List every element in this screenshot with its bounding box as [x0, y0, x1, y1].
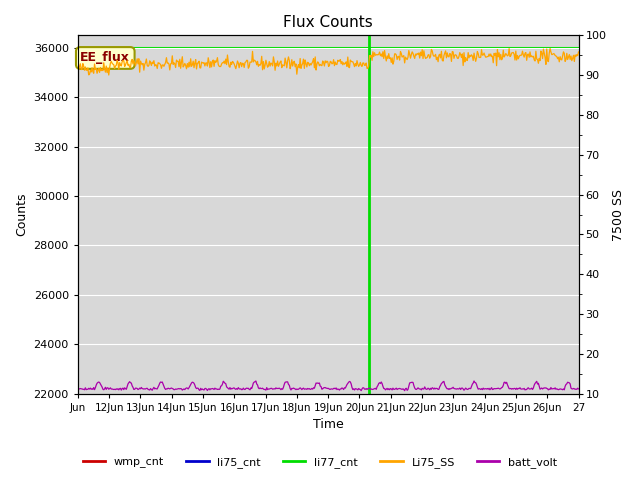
Y-axis label: Counts: Counts: [15, 193, 28, 236]
Title: Flux Counts: Flux Counts: [284, 15, 373, 30]
Y-axis label: 7500 SS: 7500 SS: [612, 189, 625, 240]
X-axis label: Time: Time: [313, 419, 344, 432]
Text: EE_flux: EE_flux: [81, 51, 130, 64]
Legend: wmp_cnt, li75_cnt, li77_cnt, Li75_SS, batt_volt: wmp_cnt, li75_cnt, li77_cnt, Li75_SS, ba…: [78, 452, 562, 472]
